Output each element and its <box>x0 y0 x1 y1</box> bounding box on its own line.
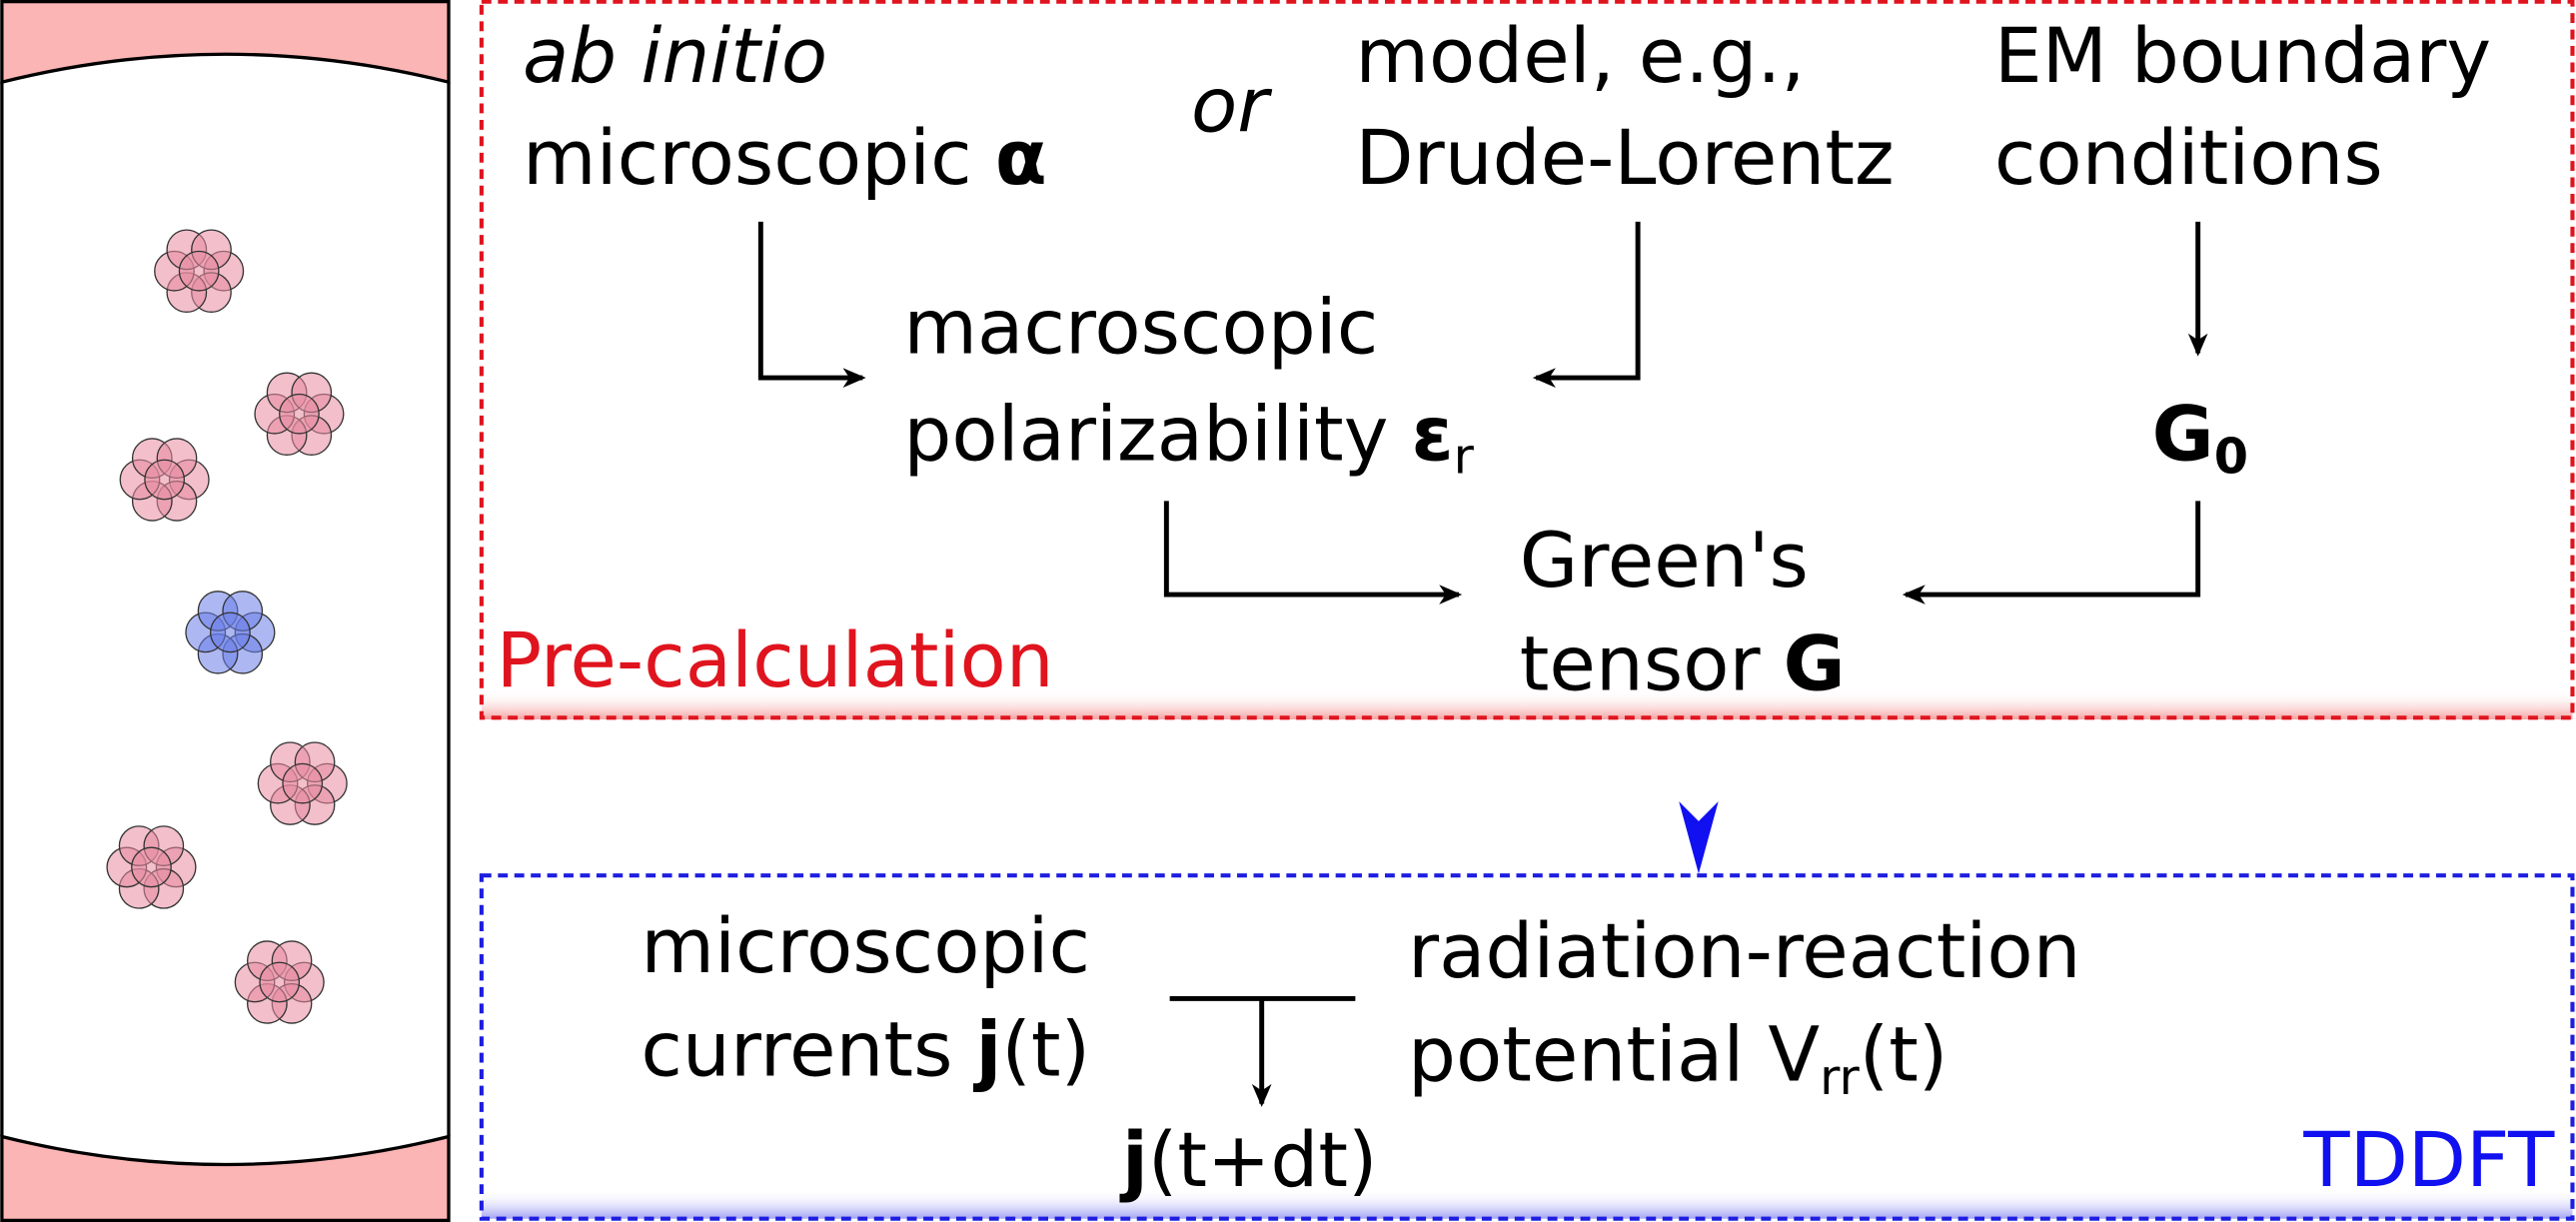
atom <box>259 961 301 1003</box>
text: G0 <box>2152 390 2248 485</box>
symbol: α <box>995 114 1047 202</box>
arrow <box>1532 221 1641 388</box>
arrow <box>1902 501 2201 605</box>
symbol: ε <box>1411 390 1453 478</box>
symbol: G <box>2152 390 2214 478</box>
subscript: rr <box>1820 1048 1860 1106</box>
text: currents <box>641 1006 952 1094</box>
text: radiation-reaction <box>1408 907 2081 995</box>
text: potential Vrr(t) <box>1408 1011 1947 1106</box>
text: currents j(t) <box>641 1006 1090 1094</box>
text: polarizability εr <box>903 390 1474 485</box>
text: EM boundary <box>1994 12 2491 100</box>
box-label: Pre-calculation <box>497 616 1054 704</box>
arrow <box>1163 501 1463 605</box>
text: model, e.g., <box>1355 12 1805 100</box>
text: microscopic α <box>523 114 1047 202</box>
text: j(t+dt) <box>1119 1116 1378 1204</box>
subscript: 0 <box>2214 427 2248 485</box>
text: (t) <box>1001 1006 1090 1094</box>
symbol: j <box>973 1006 1002 1094</box>
text: Drude-Lorentz <box>1355 114 1894 202</box>
atom <box>144 459 186 501</box>
precalc-box <box>479 0 2575 720</box>
text: polarizability <box>903 390 1388 478</box>
text: tensor G <box>1520 619 1846 707</box>
text: microscopic <box>641 902 1090 990</box>
text: (t) <box>1860 1011 1948 1099</box>
box-label: TDDFT <box>2302 1116 2555 1204</box>
symbol: G <box>1784 619 1846 707</box>
atom <box>209 611 251 653</box>
molecules <box>106 229 348 1024</box>
text: macroscopic <box>903 283 1378 371</box>
text: or <box>1191 62 1272 150</box>
text: ab initio <box>523 12 827 100</box>
text: tensor <box>1520 619 1762 707</box>
cavity <box>0 0 451 1222</box>
text: (t+dt) <box>1148 1116 1378 1204</box>
arrow <box>757 221 866 388</box>
text: potential V <box>1408 1011 1820 1099</box>
glow <box>481 689 2573 719</box>
atom <box>131 846 172 888</box>
atom <box>279 393 320 435</box>
atom <box>282 762 324 804</box>
symbol: j <box>1119 1116 1148 1204</box>
subscript: r <box>1454 427 1475 485</box>
text: conditions <box>1994 114 2383 202</box>
text: microscopic <box>523 114 972 202</box>
atom <box>178 250 220 292</box>
arrow-head <box>1679 801 1719 874</box>
text: Green's <box>1520 517 1809 605</box>
glow <box>481 1189 2573 1219</box>
